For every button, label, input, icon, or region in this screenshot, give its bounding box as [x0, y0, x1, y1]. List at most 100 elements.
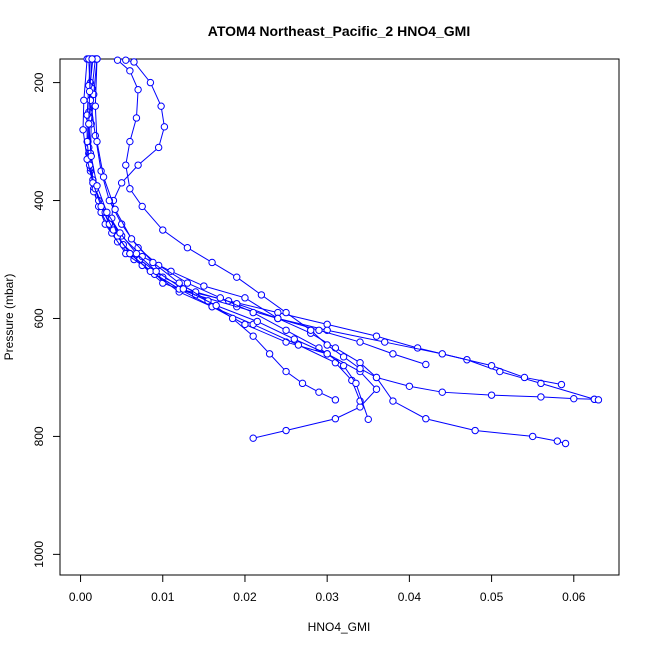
data-point — [113, 56, 122, 64]
data-point — [315, 388, 323, 396]
data-point — [85, 120, 93, 128]
data-point — [249, 434, 257, 442]
series-line — [86, 58, 566, 444]
series-5 — [79, 55, 381, 442]
x-axis: 0.00 0.01 0.02 0.03 0.04 0.05 0.06 — [69, 575, 586, 604]
data-point — [331, 344, 340, 352]
data-point — [126, 185, 134, 193]
data-point — [138, 202, 146, 211]
y-tick-label: 200 — [32, 72, 46, 92]
data-point — [85, 81, 93, 90]
series-line — [94, 58, 336, 401]
data-point — [274, 314, 282, 323]
series-line — [111, 59, 361, 402]
data-point — [85, 87, 94, 96]
x-tick-label: 0.00 — [69, 590, 93, 604]
x-axis-label: HNO4_GMI — [308, 620, 371, 634]
y-tick-label: 400 — [32, 190, 46, 210]
data-point — [339, 353, 348, 361]
data-point — [594, 396, 603, 404]
data-point — [307, 326, 315, 334]
data-point — [331, 396, 340, 404]
data-point — [233, 273, 241, 281]
data-point — [356, 364, 364, 373]
data-point — [208, 258, 216, 267]
data-point — [405, 382, 414, 390]
data-point — [253, 317, 261, 326]
data-point — [553, 437, 562, 445]
data-point — [389, 350, 397, 358]
series-line — [88, 58, 369, 420]
chart-title: ATOM4 Northeast_Pacific_2 HNO4_GMI — [208, 23, 470, 39]
data-point — [294, 341, 303, 349]
data-point — [157, 102, 165, 110]
series-line — [88, 58, 328, 355]
data-point — [183, 244, 192, 252]
data-point — [422, 415, 430, 423]
data-point — [570, 394, 578, 403]
data-point — [422, 360, 430, 369]
data-point — [249, 332, 257, 340]
data-point — [179, 285, 188, 293]
data-point — [528, 432, 537, 441]
data-point — [146, 78, 155, 87]
y-axis-label: Pressure (mbar) — [2, 274, 16, 361]
data-point — [91, 131, 100, 140]
data-point — [132, 249, 141, 258]
data-point — [228, 314, 237, 323]
data-point — [381, 338, 389, 346]
y-tick-label: 600 — [32, 308, 46, 328]
data-point — [87, 152, 95, 161]
data-point — [152, 267, 160, 275]
series-4 — [83, 55, 570, 448]
data-point — [126, 67, 134, 75]
data-point — [356, 338, 364, 346]
data-point — [471, 426, 479, 435]
data-point — [537, 393, 545, 401]
data-point — [79, 126, 87, 134]
data-point — [282, 308, 290, 317]
data-point — [487, 391, 496, 399]
data-point — [323, 341, 331, 349]
data-point — [249, 308, 257, 317]
y-tick-label: 800 — [32, 426, 46, 446]
data-point — [99, 173, 108, 181]
plot-area — [79, 55, 603, 448]
data-point — [154, 143, 163, 152]
data-point — [438, 388, 446, 396]
data-point — [130, 58, 138, 66]
y-tick-label: 1000 — [32, 541, 46, 568]
data-point — [126, 137, 134, 146]
series-2 — [85, 55, 566, 389]
data-point — [216, 294, 225, 302]
data-point — [520, 373, 529, 382]
data-point — [389, 397, 397, 405]
data-point — [132, 114, 141, 122]
data-point — [183, 279, 192, 287]
series-10 — [85, 55, 331, 358]
data-point — [200, 282, 208, 290]
data-point — [372, 332, 381, 340]
data-point — [127, 235, 136, 243]
data-point — [159, 226, 167, 234]
data-point — [160, 123, 169, 131]
data-point — [265, 350, 274, 358]
data-point — [372, 373, 381, 382]
data-point — [331, 415, 340, 423]
data-point — [111, 205, 119, 214]
y-axis: 200 400 600 800 1000 — [32, 72, 60, 568]
data-point — [212, 301, 220, 310]
data-point — [134, 161, 142, 169]
data-point — [364, 415, 372, 424]
data-point — [352, 379, 360, 388]
data-point — [126, 249, 134, 258]
x-tick-label: 0.04 — [398, 590, 422, 604]
data-point — [323, 350, 331, 358]
data-point — [331, 359, 340, 367]
x-tick-label: 0.05 — [480, 590, 504, 604]
data-point — [561, 439, 570, 448]
data-point — [80, 96, 88, 104]
data-point — [103, 208, 111, 217]
data-point — [149, 258, 157, 267]
